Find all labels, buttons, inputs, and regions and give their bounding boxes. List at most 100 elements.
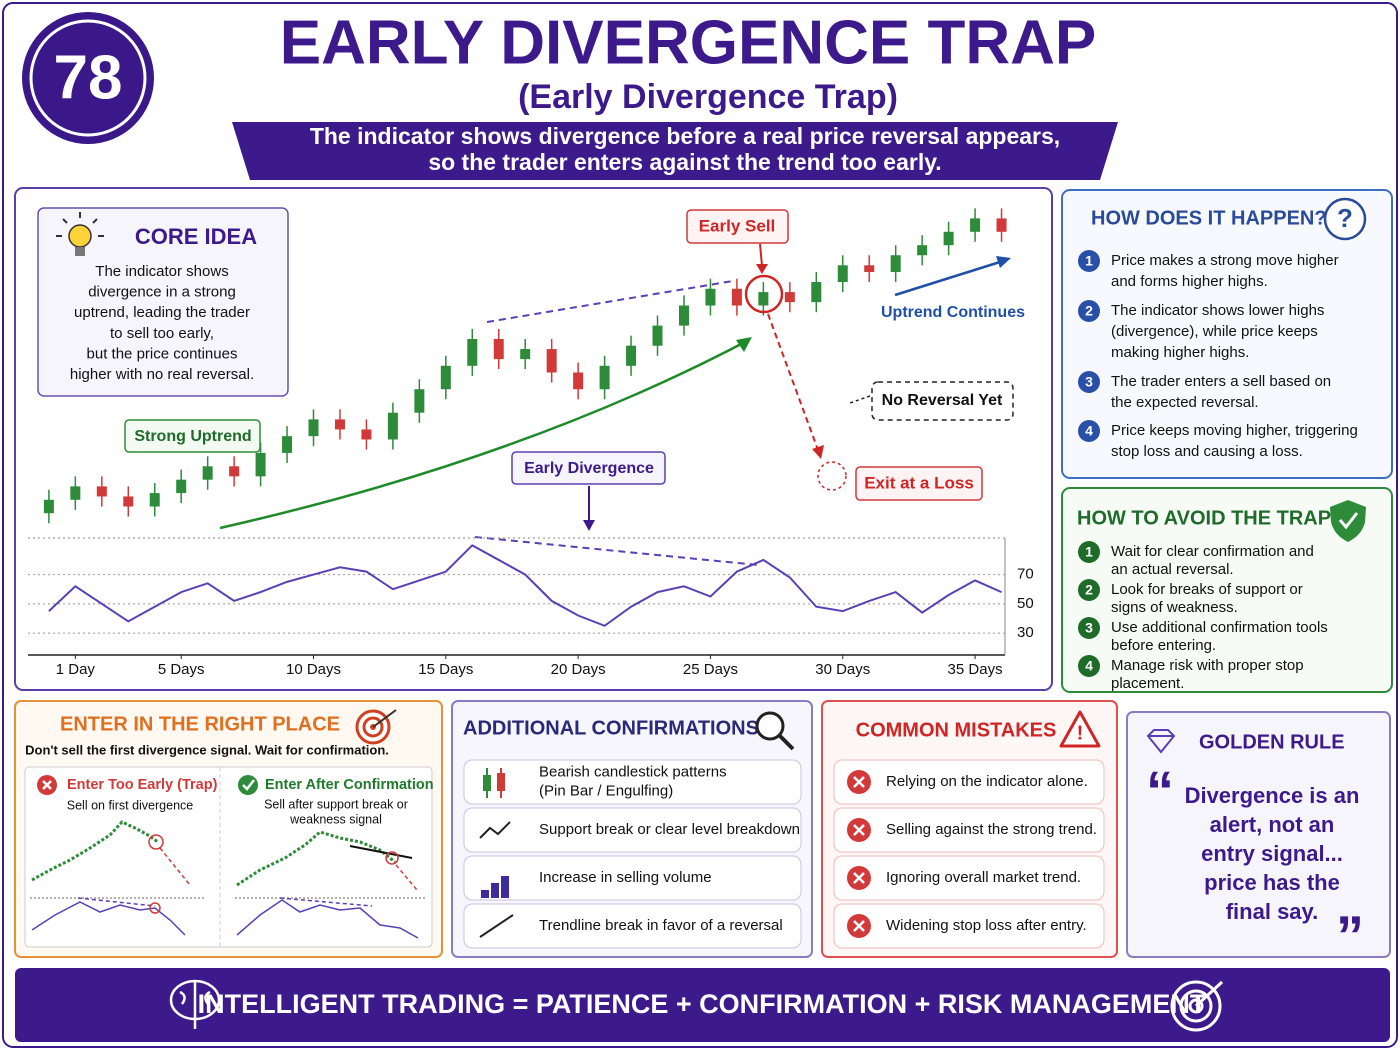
oscillator-line [48, 544, 1002, 627]
step-circle [1078, 300, 1100, 322]
candle-body [308, 419, 319, 437]
candle-body [943, 231, 954, 246]
candle-body [176, 479, 187, 494]
candle-body [573, 372, 584, 390]
annotation: No Reversal Yet [882, 392, 1003, 409]
how-panel [1061, 189, 1393, 479]
confirm-text: Trendline break in favor of a reversal [539, 917, 783, 934]
step-line: (divergence), while price keeps [1111, 323, 1318, 340]
label-box [511, 451, 666, 485]
confirm-item [463, 759, 802, 805]
candle-body [546, 349, 557, 373]
subtitle: (Early Divergence Trap) [518, 78, 898, 116]
step-line: The indicator shows lower highs [1111, 302, 1324, 319]
step-number: 2 [1085, 303, 1093, 319]
step-circle [1078, 617, 1100, 639]
golden-line: Divergence is an [1185, 783, 1360, 808]
enter-subtitle: Don't sell the first divergence signal. … [25, 742, 389, 757]
step-number: 1 [1085, 253, 1093, 269]
candle-body [996, 218, 1007, 232]
brain-icon [169, 979, 221, 1029]
annotation: Early Divergence [524, 460, 654, 477]
mistakes-title: COMMON MISTAKES [856, 719, 1057, 741]
step-line: the expected reversal. [1111, 394, 1259, 411]
x-tick-label: 20 Days [551, 661, 606, 678]
arrow-head [756, 264, 768, 274]
core-idea-line: higher with no real reversal. [70, 366, 254, 383]
step-line: stop loss and causing a loss. [1111, 443, 1303, 460]
shield-check [1338, 512, 1359, 530]
candle-body [255, 452, 266, 477]
candle-body [626, 345, 637, 366]
step-number: 4 [1085, 658, 1093, 674]
confirm-title: Enter After Confirmation [265, 777, 434, 793]
step-line: Manage risk with proper stop [1111, 657, 1304, 674]
confirm-item [463, 807, 802, 853]
bulb-icon [56, 212, 104, 256]
confirm-text: (Pin Bar / Engulfing) [539, 782, 673, 799]
candle-body [467, 339, 478, 366]
step-line: placement. [1111, 675, 1184, 692]
golden-line: entry signal... [1201, 841, 1343, 866]
check-icon [238, 775, 258, 795]
step-line: Price makes a strong move higher [1111, 252, 1339, 269]
shield-icon [1330, 500, 1366, 542]
mistake-text: Relying on the indicator alone. [886, 773, 1088, 790]
x-mark [42, 780, 52, 790]
mistake-text: Selling against the strong trend. [886, 821, 1097, 838]
footer-text: INTELLIGENT TRADING = PATIENCE + CONFIRM… [198, 989, 1207, 1019]
arrow [759, 243, 763, 267]
golden-title: GOLDEN RULE [1199, 731, 1345, 753]
step-line: Use additional confirmation tools [1111, 619, 1328, 636]
warning-mark: ! [1077, 722, 1084, 744]
title: EARLY DIVERGENCE TRAP [280, 8, 1097, 77]
badge-number: 78 [54, 43, 123, 112]
question-mark: ? [1337, 203, 1353, 233]
annotation: Early Sell [699, 216, 776, 235]
mistake-item [833, 903, 1105, 949]
step-number: 4 [1085, 423, 1093, 439]
candle-body [334, 419, 345, 430]
arrow-head [583, 520, 595, 531]
mini-chart-confirm [235, 830, 425, 939]
how-title: HOW DOES IT HAPPEN? [1091, 207, 1327, 229]
trend-arrow [219, 340, 746, 530]
step-line: signs of weakness. [1111, 599, 1238, 616]
step-circle [1078, 579, 1100, 601]
x-tick-label: 15 Days [418, 661, 473, 678]
golden-line: price has the [1204, 870, 1340, 895]
enter-title: ENTER IN THE RIGHT PLACE [60, 713, 340, 735]
sell-circle [744, 274, 784, 314]
candle-icon [483, 775, 491, 791]
y-tick-label: 50 [1017, 595, 1034, 612]
annotation: Uptrend Continues [881, 304, 1025, 321]
check-mark [242, 779, 255, 791]
mini-chart-trap [30, 820, 205, 936]
magnifier-icon [755, 711, 795, 751]
candle-body [387, 412, 398, 440]
golden-line: alert, not an [1210, 812, 1335, 837]
step-circle [1078, 250, 1100, 272]
step-line: Price keeps moving higher, triggering [1111, 422, 1358, 439]
y-tick-label: 30 [1017, 624, 1034, 641]
candle-body [864, 265, 875, 272]
golden-line: final say. [1226, 899, 1319, 924]
x-tick-label: 25 Days [683, 661, 738, 678]
candle-body [123, 496, 134, 507]
banner [232, 122, 1118, 180]
enter-line: Sell on first divergence [67, 798, 194, 812]
label-box [686, 209, 789, 244]
x-tick-label: 10 Days [286, 661, 341, 678]
x-mark [853, 824, 865, 836]
x-tick-label: 1 Day [56, 661, 96, 678]
candle-body [520, 349, 531, 360]
x-mark [853, 872, 865, 884]
loss-arrow [767, 313, 819, 451]
badge-ring [29, 19, 147, 137]
candle-body [678, 305, 689, 326]
step-line: and forms higher highs. [1111, 273, 1268, 290]
badge-circle [22, 12, 154, 144]
core-idea-title: CORE IDEA [135, 224, 257, 249]
step-line: an actual reversal. [1111, 561, 1234, 578]
